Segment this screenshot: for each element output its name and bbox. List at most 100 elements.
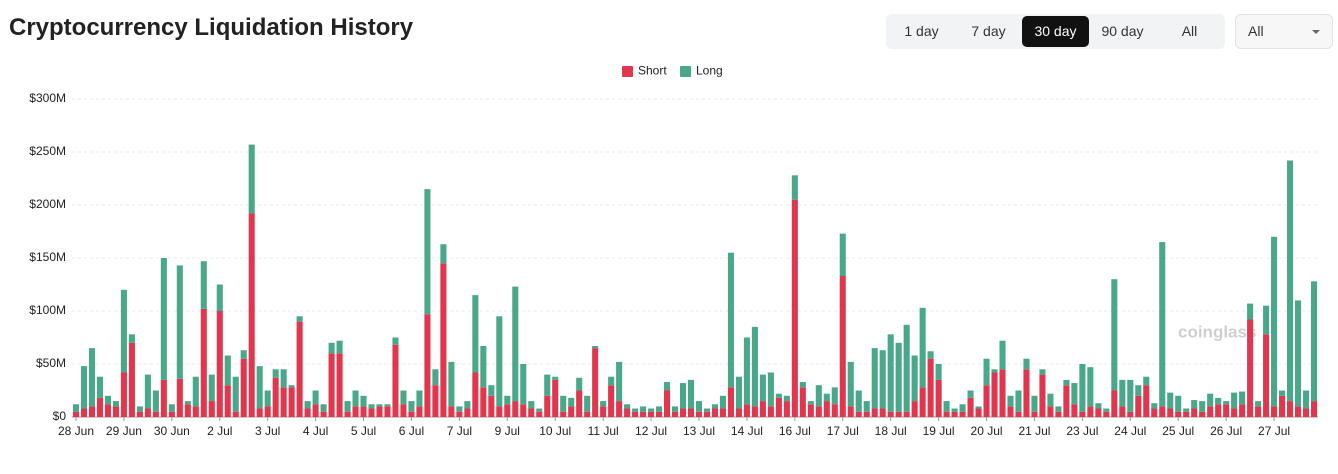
bar-segment — [1143, 376, 1150, 386]
bar-segment — [544, 374, 551, 396]
bar-segment — [1031, 411, 1038, 417]
bar-segment — [192, 406, 199, 417]
bar-segment — [687, 379, 695, 409]
bar-segment — [807, 404, 814, 417]
bar-segment — [863, 401, 870, 412]
bar-segment — [296, 316, 303, 322]
bar-segment — [1302, 408, 1310, 417]
bar-segment — [1183, 411, 1190, 417]
bar-segment — [831, 387, 838, 405]
bar-segment — [280, 387, 287, 417]
bar-segment — [320, 411, 327, 417]
bar-segment — [983, 358, 990, 386]
bar-segment — [520, 404, 527, 417]
bar-segment — [232, 411, 239, 417]
bar-segment — [1199, 401, 1206, 412]
dropdown[interactable]: All — [1235, 14, 1333, 49]
bar-segment — [927, 351, 934, 359]
chart: $0 $50M $100M $150M $200M $250M $300M Short Long… — [29, 64, 1318, 438]
bar-segment — [368, 404, 375, 409]
bar-segment — [72, 404, 80, 412]
bar-segment — [656, 411, 663, 417]
x-tick-label: 18 Jul — [875, 424, 907, 438]
bar-segment — [352, 406, 359, 417]
range-button[interactable]: 7 day — [971, 23, 1006, 39]
bar-segment — [232, 376, 239, 412]
bar-segment — [1175, 395, 1182, 412]
bar-segment — [1039, 369, 1046, 375]
bar-segment — [136, 411, 143, 417]
bar-segment — [144, 374, 151, 409]
bar-segment — [448, 361, 455, 407]
bar-segment — [743, 404, 750, 417]
legend-label: Long — [696, 64, 723, 78]
x-tick-label: 9 Jul — [495, 424, 520, 438]
bar-segment — [96, 376, 103, 398]
x-tick-label: 24 Jul — [1114, 424, 1146, 438]
bar-segment — [775, 393, 782, 398]
bar-segment — [1175, 411, 1182, 417]
bar-segment — [1255, 401, 1262, 407]
bar-segment — [815, 406, 822, 417]
bar-segment — [176, 265, 183, 379]
bar-segment — [528, 401, 535, 409]
bar-segment — [144, 408, 151, 417]
bar-segment — [719, 395, 726, 409]
bar-segment — [664, 390, 671, 417]
bar-segment — [1215, 404, 1222, 417]
bar-segment — [831, 404, 838, 417]
bar-segment — [1239, 391, 1246, 405]
bar-segment — [496, 406, 503, 417]
bar-segment — [863, 411, 870, 417]
bar-segment — [855, 390, 862, 412]
bar-segment — [759, 401, 766, 417]
bar-segment — [632, 408, 639, 412]
bar-segment — [216, 311, 223, 417]
y-tick-label: $100M — [29, 303, 66, 317]
bar-segment — [1135, 395, 1142, 417]
bar-segment — [1071, 383, 1078, 405]
bar-segment — [600, 401, 607, 407]
bar-segment — [568, 397, 575, 407]
bar-segment — [767, 406, 774, 417]
y-tick-label: $200M — [29, 197, 66, 211]
range-button[interactable]: All — [1181, 23, 1198, 39]
range-button[interactable]: 30 day — [1022, 16, 1089, 47]
legend-swatch — [680, 66, 691, 77]
bar-segment — [1279, 390, 1286, 396]
bar-segment — [1287, 160, 1294, 402]
bar-segment — [879, 408, 886, 417]
bar-segment — [256, 366, 263, 409]
bar-segment — [1287, 401, 1294, 417]
bar-segment — [895, 411, 902, 417]
bar-segment — [328, 342, 335, 354]
bar-segment — [424, 189, 431, 315]
x-tick-label: 14 Jul — [731, 424, 763, 438]
bar-segment — [1007, 406, 1014, 417]
bar-segment — [679, 383, 687, 409]
range-button[interactable]: 1 day — [904, 23, 939, 39]
bar-segment — [695, 411, 703, 417]
bar-segment — [168, 404, 175, 412]
bar-segment — [679, 408, 687, 417]
bar-segment — [72, 411, 80, 417]
bar-segment — [783, 395, 790, 402]
bar-segment — [336, 353, 343, 417]
x-tick-label: 28 Jun — [58, 424, 94, 438]
bar-segment — [751, 326, 758, 407]
bar-segment — [1239, 404, 1246, 417]
x-tick-label: 29 Jun — [106, 424, 142, 438]
x-tick-label: 13 Jul — [683, 424, 715, 438]
bar-segment — [536, 411, 543, 417]
bar-segment — [616, 361, 623, 402]
bar-segment — [368, 408, 375, 417]
bar-segment — [1191, 408, 1198, 417]
bar-segment — [248, 213, 255, 417]
bar-segment — [839, 233, 846, 277]
bar-segment — [104, 404, 111, 417]
bar-segment — [1167, 392, 1174, 409]
bar-segment — [192, 376, 199, 407]
range-button[interactable]: 90 day — [1101, 23, 1144, 39]
legend-swatch — [622, 66, 633, 77]
bar-segment — [887, 411, 894, 417]
